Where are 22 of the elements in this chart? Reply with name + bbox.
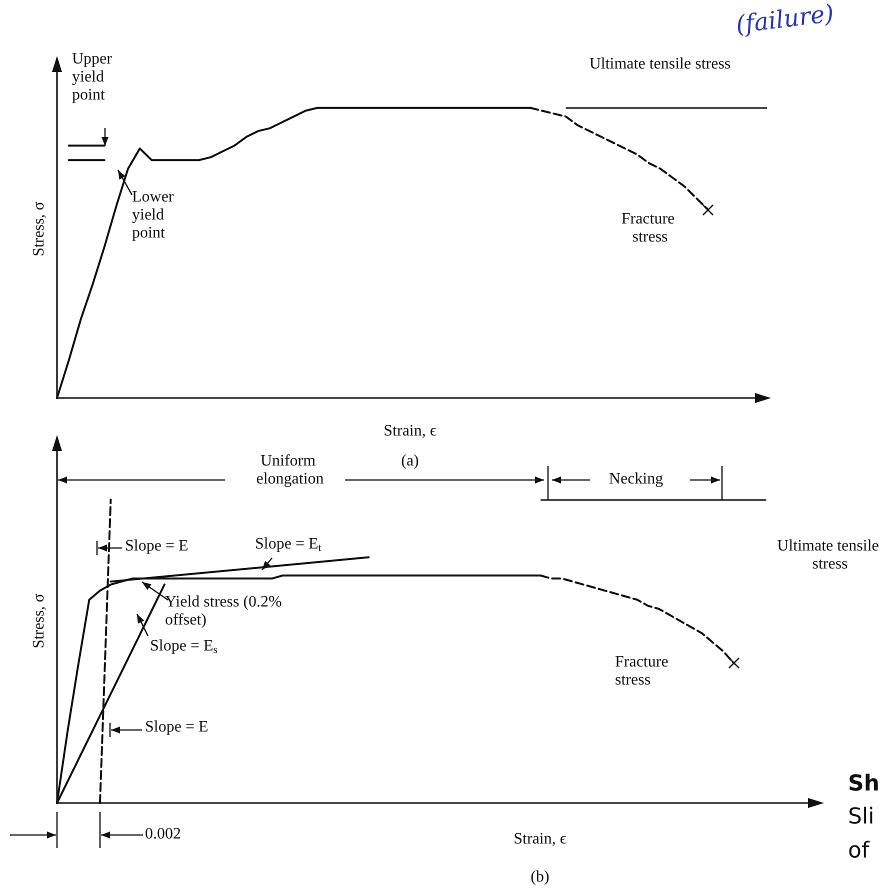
text: Sh	[848, 772, 880, 796]
text: Necking	[608, 470, 664, 488]
text: Lower yield point	[132, 188, 178, 242]
text: Uniform elongation	[256, 452, 324, 488]
text: (failure)	[734, 0, 836, 39]
y-axis-title: Stress, σ	[30, 201, 48, 256]
x-axis-title: Strain, ϵ	[384, 422, 437, 440]
text: 0.002	[145, 826, 181, 842]
annotation: Slope = E	[145, 718, 208, 736]
annotation: Fracture stress	[615, 654, 672, 688]
annotation: Slope = E	[125, 538, 188, 554]
annotation: Yield stress (0.2% offset)	[165, 594, 286, 628]
text: of	[848, 838, 870, 864]
text: Sli	[848, 804, 874, 830]
y-axis-title: Stress, σ	[30, 593, 48, 648]
ref-line-label: Ultimate tensile stress	[589, 56, 731, 72]
legend-label: Upper yield point	[72, 50, 116, 104]
text: (b)	[530, 868, 550, 886]
text: (a)	[401, 452, 419, 470]
annotation: Fracture stress	[621, 210, 679, 246]
ref-line-label: Ultimate tensile stress	[777, 538, 883, 572]
x-axis-title: Strain, ϵ	[514, 830, 567, 848]
